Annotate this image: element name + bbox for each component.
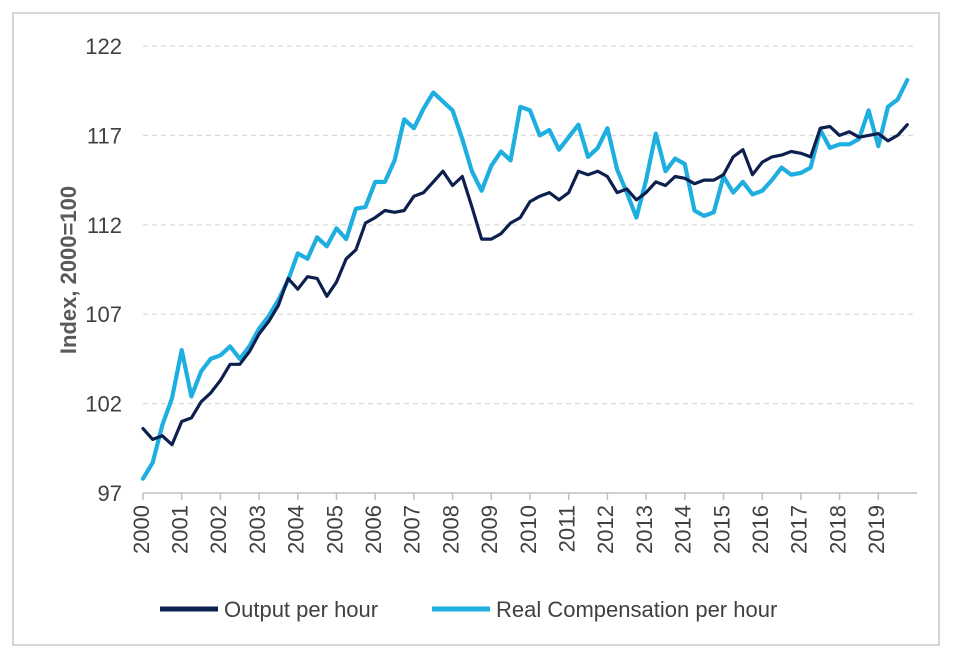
x-tick-label: 2000: [129, 505, 154, 554]
x-tick-label: 2012: [593, 505, 618, 554]
y-tick-label: 102: [85, 392, 122, 417]
gridlines: [143, 45, 917, 405]
x-tick-label: 2018: [825, 505, 850, 554]
x-tick-label: 2001: [168, 505, 193, 554]
x-tick-label: 2013: [632, 505, 657, 554]
x-axis-ticks: 2000 2001 2002 2003 2004 2005 2006 2007 2008 2009…: [129, 493, 889, 554]
chart-frame: [12, 12, 940, 646]
x-tick-label: 2003: [245, 505, 270, 554]
series-line-compensation: [140, 77, 910, 481]
x-tick-label: 2010: [516, 505, 541, 554]
x-tick-label: 2004: [284, 505, 309, 554]
x-tick-label: 2015: [709, 505, 734, 554]
series-line-output: [141, 123, 909, 447]
x-tick-label: 2009: [477, 505, 502, 554]
y-tick-label: 117: [87, 123, 122, 148]
x-tick-label: 2017: [787, 505, 812, 554]
x-tick-label: 2008: [438, 505, 463, 554]
y-tick-label: 97: [98, 481, 122, 506]
x-tick-label: 2006: [361, 505, 386, 554]
x-tick-label: 2007: [400, 505, 425, 554]
y-axis-ticks: 97 102 107 112 117 122: [85, 34, 122, 506]
x-tick-label: 2002: [206, 505, 231, 554]
x-tick-label: 2014: [671, 505, 696, 554]
legend: Output per hour Real Compensation per ho…: [160, 597, 777, 622]
y-tick-label: 122: [85, 34, 122, 59]
legend-label-compensation: Real Compensation per hour: [496, 597, 777, 622]
x-tick-label: 2005: [322, 505, 347, 554]
x-tick-label: 2011: [555, 505, 580, 552]
x-tick-label: 2016: [748, 505, 773, 554]
y-axis-title: Index, 2000=100: [56, 186, 81, 354]
y-tick-label: 112: [87, 213, 122, 238]
series-lines: [140, 77, 910, 481]
x-tick-label: 2019: [864, 505, 889, 554]
y-tick-label: 107: [85, 302, 122, 327]
legend-label-output: Output per hour: [224, 597, 378, 622]
